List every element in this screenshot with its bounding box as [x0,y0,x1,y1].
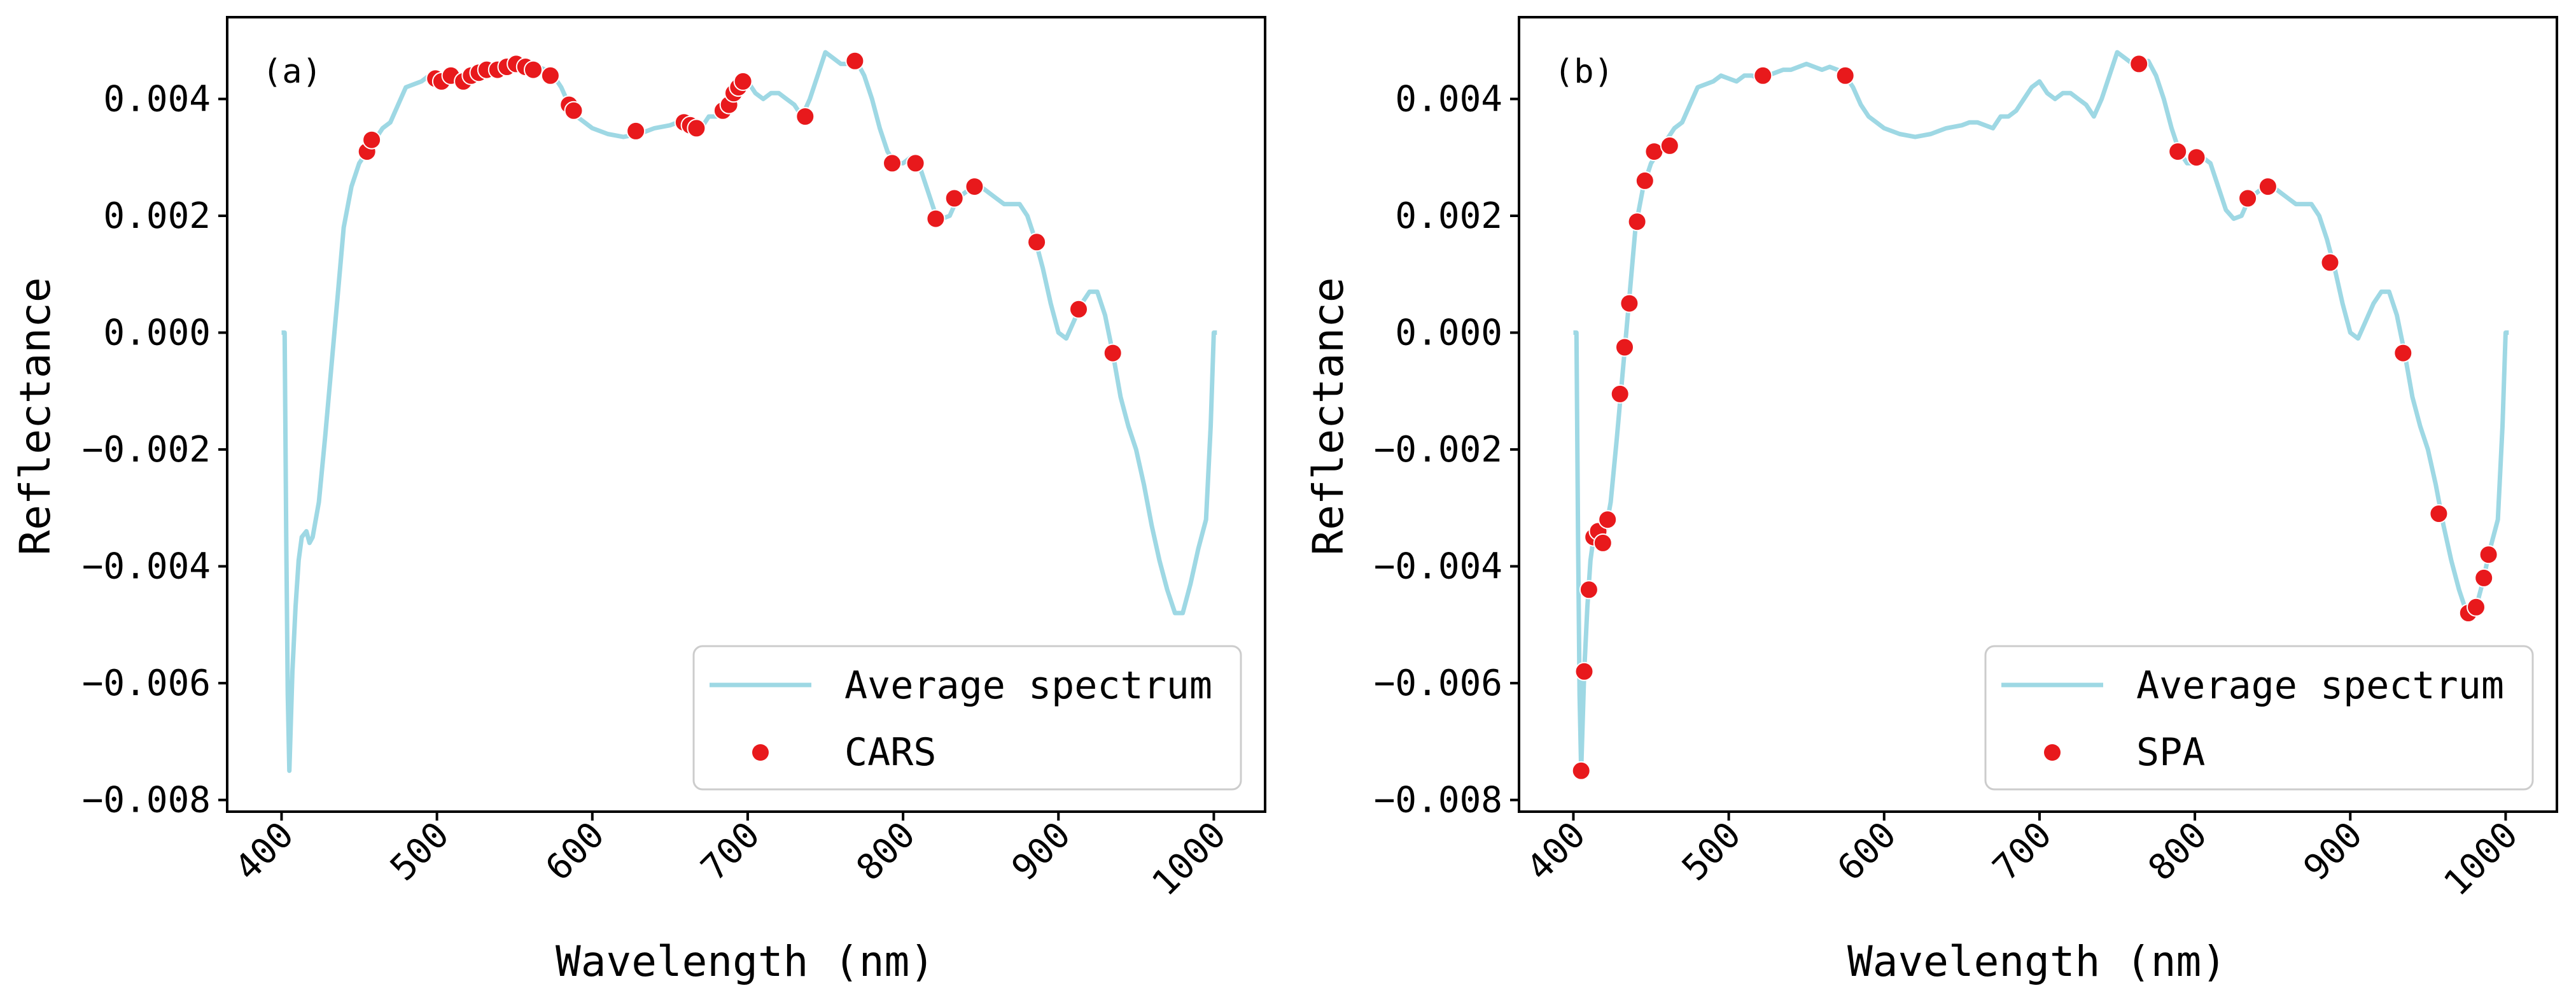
panel-a-y-tick-label: 0.000 [103,313,211,354]
panel-b-selected-point [2474,568,2494,588]
panel-a-selected-point [883,153,902,173]
panel-b-frame [1518,16,2558,813]
panel-b-y-ticks: −0.008 −0.006 −0.004 −0.002 0.000 0.002 0.004 [1374,78,1519,821]
panel-b-selected-point [2238,188,2258,208]
panel-b-x-tick-label: 800 [2141,814,2215,889]
panel-b-selected-point [2320,253,2340,272]
panel-b-selected-point [1615,337,1634,357]
panel-a-selected-point [1069,299,1088,319]
panel-b-y-tick-label: −0.002 [1374,429,1502,470]
panel-b-average-spectrum-line [1573,50,2509,773]
panel-a-selected-point [564,101,584,120]
panel-b-legend-box [1984,645,2534,791]
panel-a-selected-point [1103,343,1123,363]
panel-b-y-tick-label: −0.004 [1374,546,1502,588]
panel-b-selected-point [2129,54,2149,74]
panel-a-y-tick-label: −0.004 [82,546,211,588]
panel-b-y-tick-label: −0.008 [1374,780,1502,821]
panel-b-legend-marker-swatch [2044,744,2061,761]
panel-a-x-ticks: 400 500 600 700 800 900 1000 [227,812,1234,904]
panel-b-selected-point [2467,597,2486,617]
panel-a-selected-point [362,130,382,150]
panel-b-legend-scatter-label: SPA [2136,730,2205,775]
panel-a-selected-point [795,107,815,126]
panel-b-y-tick-label: 0.002 [1395,195,1502,237]
panel-a-legend: Average spectrum CARS [692,645,1242,791]
panel-a-legend-box [692,645,1242,791]
panel-a-x-tick-label: 600 [538,814,612,889]
panel-b-x-tick-label: 700 [1985,814,2059,889]
panel-b-selected-point [1635,171,1655,190]
panel-b-xlabel: Wavelength (nm) [1847,937,2227,986]
panel-b-selected-point [2429,504,2449,523]
panel-b-legend-line-label: Average spectrum [2136,663,2504,708]
panel-b-spectrum-group [1573,50,2509,773]
panel-a: Reflectance Wavelength (nm) −0.008 −0.006… [11,16,1266,986]
panel-b-selected-point [2258,177,2278,197]
panel-a-selected-point [687,118,706,138]
panel-b-selected-point [1753,66,1773,85]
panel-b-x-tick-label: 600 [1830,814,1904,889]
panel-a-x-tick-label: 700 [693,814,767,889]
panel-b-x-tick-label: 500 [1674,814,1749,889]
panel-b-selected-point [1627,212,1647,232]
panel-b-legend: Average spectrum SPA [1984,645,2534,791]
panel-a-legend-marker-swatch [752,744,769,761]
panel-b-ylabel: Reflectance [1304,277,1353,555]
panel-a-y-tick-label: −0.002 [82,429,211,470]
panel-a-selected-point [845,51,865,71]
panel-b-selected-point [1579,580,1599,600]
panel-a-y-tick-label: −0.008 [82,780,211,821]
panel-a-x-tick-label: 400 [227,814,302,889]
panel-a-x-tick-label: 1000 [1144,814,1234,904]
panel-b-x-tick-label: 900 [2296,814,2370,889]
panel-b-selected-point [1593,533,1613,553]
panel-a-xlabel: Wavelength (nm) [556,937,935,986]
panel-a-x-tick-label: 800 [849,814,923,889]
panel-b-x-tick-label: 400 [1519,814,1593,889]
panel-a-selected-point [733,71,753,91]
panel-b-label: (b) [1554,53,1614,91]
panel-b-selected-point [1574,661,1594,681]
panel-a-selected-point [906,153,925,173]
panel-a-y-tick-label: 0.004 [103,78,211,120]
panel-a-legend-scatter-label: CARS [844,730,937,775]
panel-b-y-tick-label: 0.004 [1395,78,1502,120]
panel-a-selected-point [926,209,946,229]
panel-b: Reflectance Wavelength (nm) −0.008 −0.006… [1304,16,2558,986]
panel-a-frame [226,16,1266,813]
panel-b-x-ticks: 400 500 600 700 800 900 1000 [1519,812,2526,904]
panel-a-selected-point [965,177,984,197]
panel-a-x-tick-label: 900 [1004,814,1079,889]
panel-b-selected-points [1571,54,2498,780]
panel-b-selected-point [1571,761,1591,780]
panel-b-selected-point [1610,384,1630,404]
panel-b-selected-point [2393,343,2413,363]
panel-a-selected-point [944,188,964,208]
panel-a-selected-point [1027,232,1047,252]
panel-b-y-tick-label: 0.000 [1395,313,1502,354]
panel-b-selected-point [1835,66,1855,85]
panel-b-selected-point [2479,545,2498,565]
panel-b-selected-point [1660,136,1679,155]
panel-a-y-ticks: −0.008 −0.006 −0.004 −0.002 0.000 0.002 0.004 [82,78,227,821]
panel-a-selected-point [540,66,560,85]
panel-a-x-tick-label: 500 [382,814,457,889]
panel-b-selected-point [1598,510,1618,530]
panel-a-y-tick-label: −0.006 [82,663,211,704]
panel-b-selected-point [1620,293,1639,313]
panel-a-legend-line-label: Average spectrum [844,663,1212,708]
panel-a-ylabel: Reflectance [11,277,60,555]
panel-a-selected-points [357,51,1123,363]
panel-b-selected-point [2187,148,2206,167]
panel-b-selected-point [2168,142,2188,162]
panel-a-selected-point [524,60,543,80]
panel-a-y-tick-label: 0.002 [103,195,211,237]
panel-a-selected-point [626,121,646,141]
panel-b-y-tick-label: −0.006 [1374,663,1502,704]
panel-a-label: (a) [262,53,322,91]
panel-b-x-tick-label: 1000 [2436,814,2526,904]
